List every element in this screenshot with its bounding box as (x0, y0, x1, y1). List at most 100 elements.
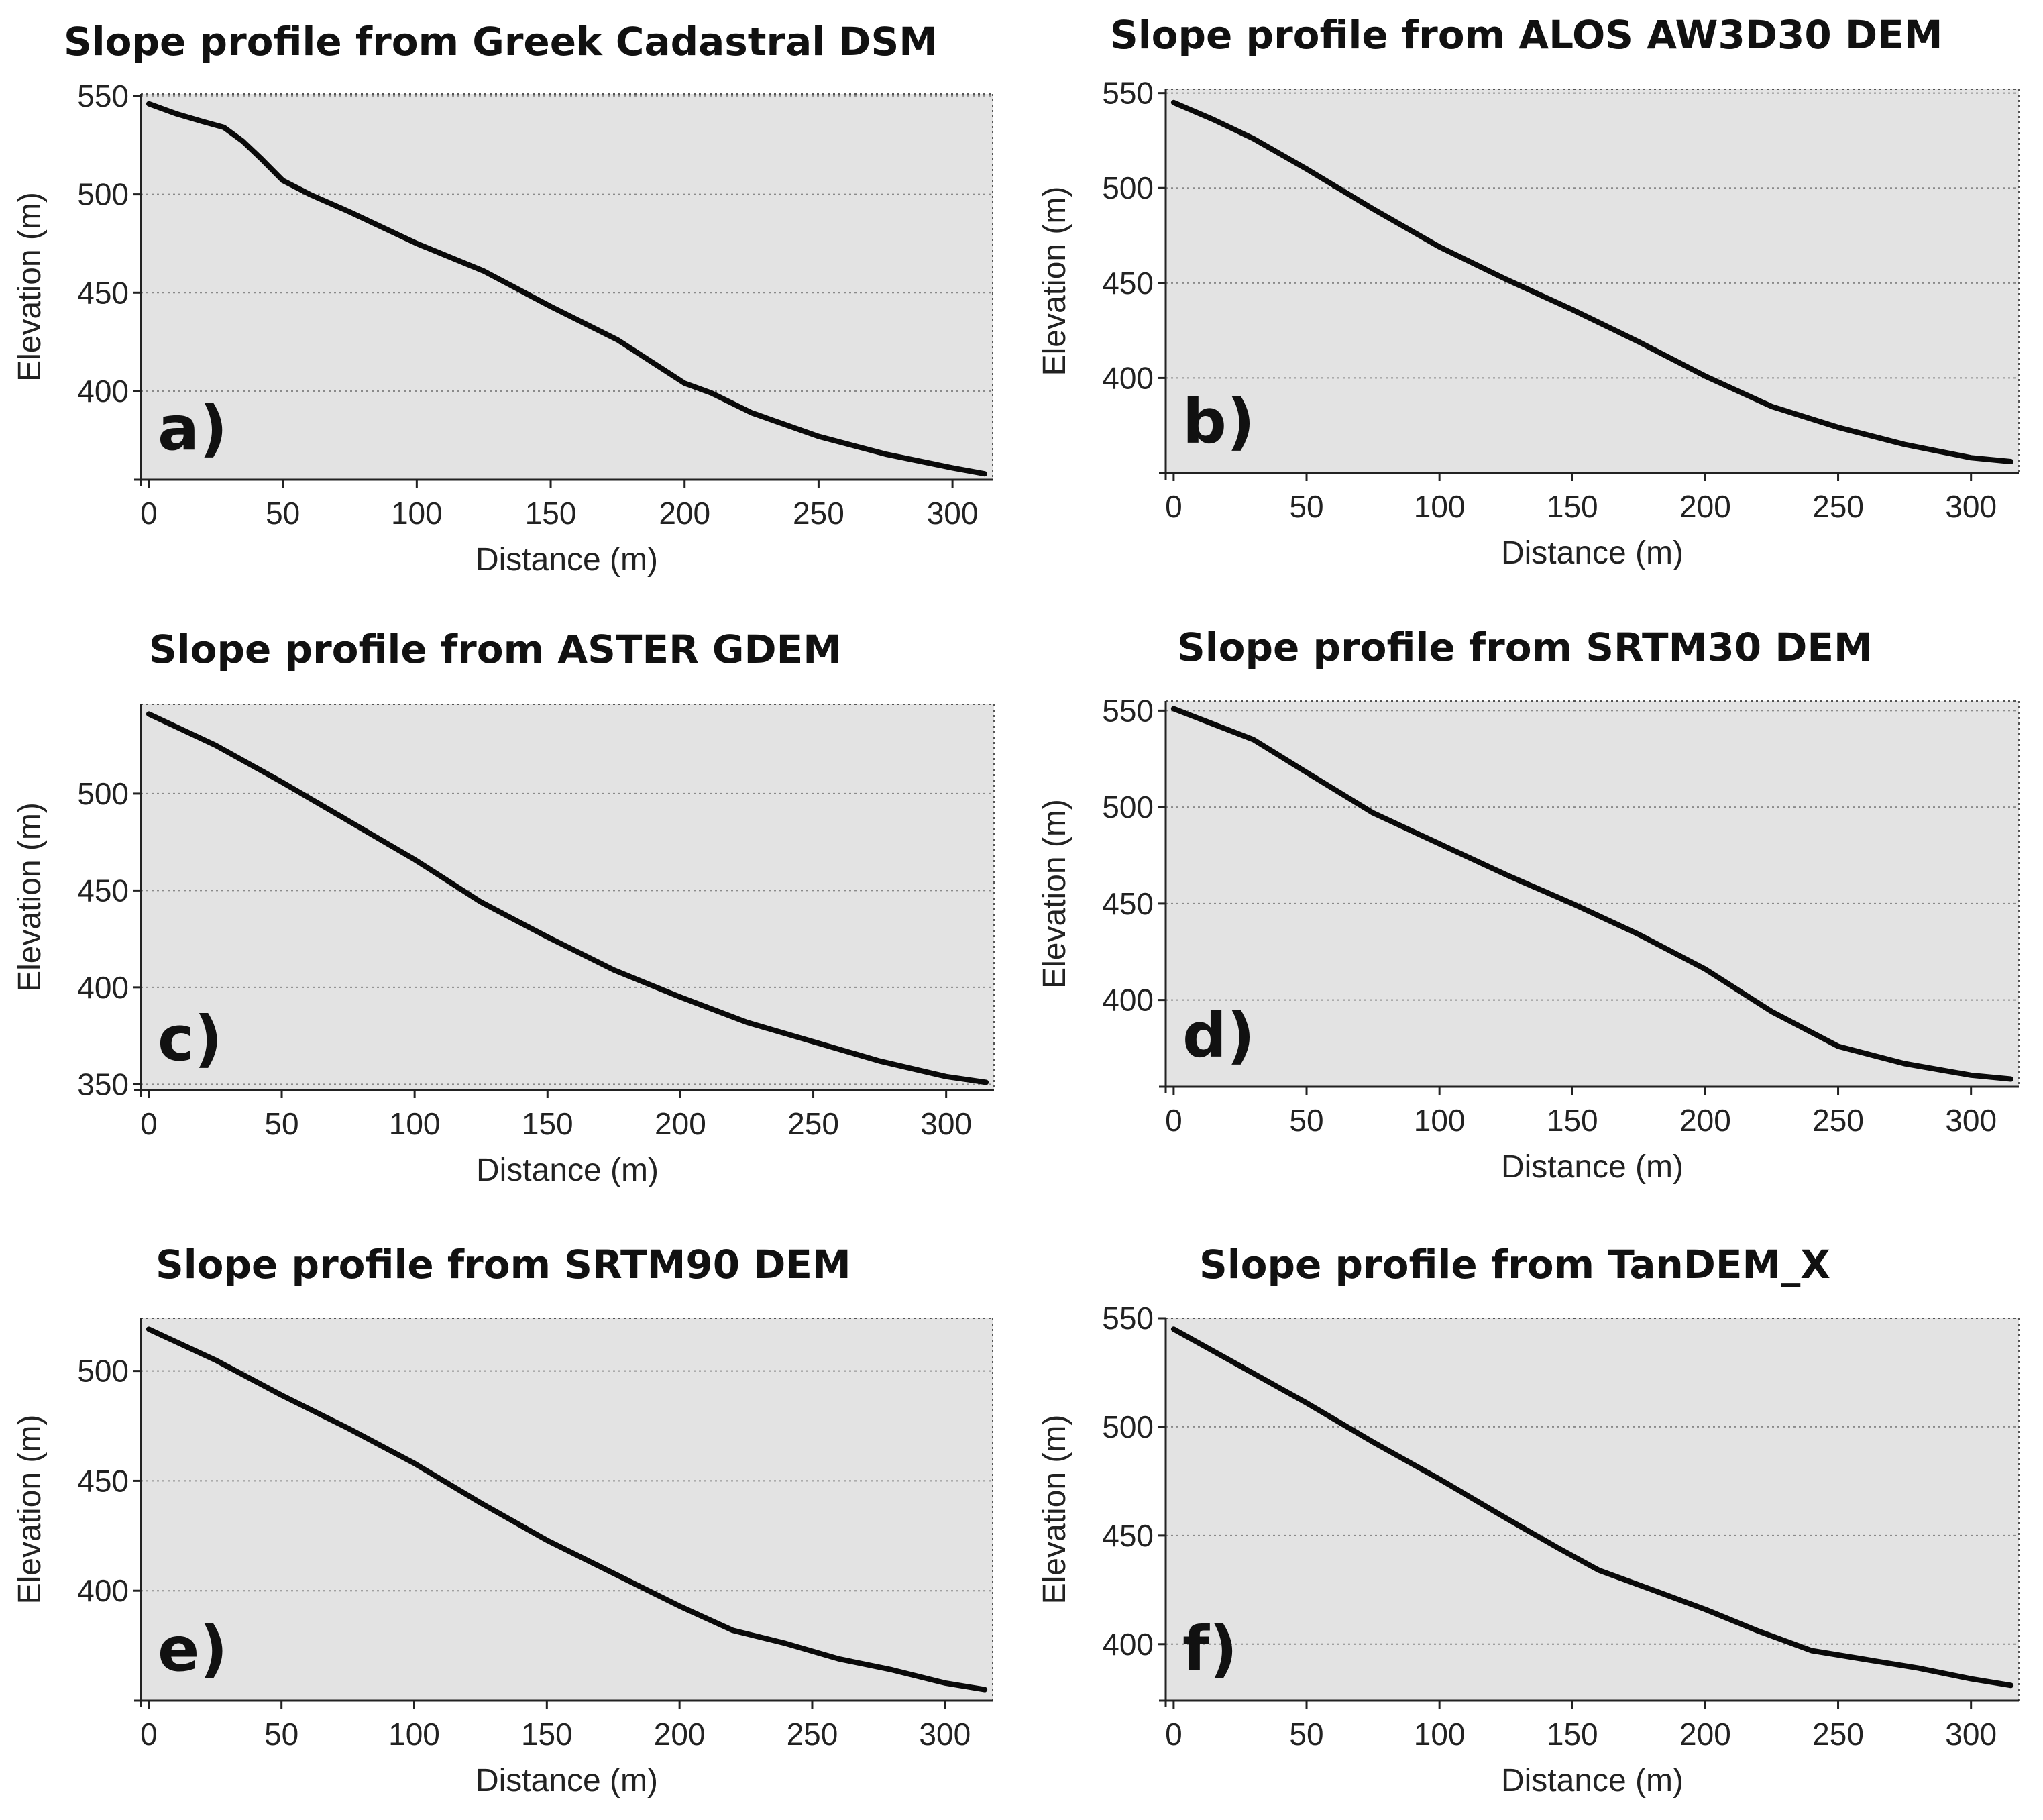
y-tick-label: 450 (77, 1463, 129, 1498)
x-tick-label: 0 (140, 1106, 158, 1141)
y-tick-label: 450 (77, 873, 129, 908)
panel-label: e) (158, 1613, 227, 1685)
y-tick-label: 550 (77, 78, 129, 113)
y-tick-label: 500 (1102, 1409, 1154, 1444)
y-tick-label: 500 (77, 776, 129, 811)
x-tick-label: 300 (927, 496, 979, 531)
y-tick-label: 450 (1102, 1518, 1154, 1553)
x-tick-label: 250 (1812, 1103, 1864, 1138)
profile-line (146, 711, 989, 1085)
chart-title: Slope profile from Greek Cadastral DSM (64, 19, 938, 64)
y-axis-label: Elevation (m) (12, 192, 48, 382)
x-tick-label: 0 (1165, 1717, 1182, 1752)
x-tick-label: 300 (1945, 1103, 1997, 1138)
y-tick-label: 400 (1102, 983, 1154, 1018)
x-tick-label: 0 (1165, 1103, 1182, 1138)
x-tick-label: 100 (1414, 1103, 1466, 1138)
x-tick-label: 150 (1547, 1103, 1598, 1138)
y-axis-label: Elevation (m) (12, 802, 48, 992)
y-tick-label: 400 (77, 970, 129, 1005)
x-tick-label: 300 (1945, 1717, 1997, 1752)
chart-title: Slope profile from ALOS AW3D30 DEM (1110, 12, 1942, 58)
panel-label: b) (1182, 386, 1255, 458)
x-tick-label: 250 (787, 1106, 839, 1141)
x-tick-label: 50 (264, 1717, 298, 1752)
plot-area (1166, 701, 2019, 1087)
panel-a: 400 450 500 550 0 50 100 150 200 250 300 Slope prof… (12, 19, 993, 578)
panel-f: 400 450 500 550 0 50 100 150 200 250 300 Slope prof… (1037, 1242, 2020, 1799)
x-tick-label: 200 (654, 1717, 706, 1752)
x-tick-label: 150 (1547, 1717, 1598, 1752)
x-tick-label: 0 (1165, 489, 1182, 524)
x-axis-label: Distance (m) (1501, 535, 1683, 571)
y-tick-label: 350 (77, 1067, 129, 1102)
plot-area (141, 94, 993, 480)
panel-label: a) (158, 392, 227, 464)
x-tick-label: 250 (1812, 489, 1864, 524)
x-tick-label: 300 (1945, 489, 1997, 524)
profile-line (1170, 1326, 2014, 1689)
y-tick-label: 550 (1102, 76, 1154, 111)
panel-e: 400 450 500 0 50 100 150 200 250 300 Slope profile… (12, 1242, 993, 1799)
plot-area (141, 704, 994, 1090)
x-tick-label: 100 (389, 1106, 441, 1141)
x-tick-label: 150 (1547, 489, 1598, 524)
profile-line (146, 1326, 988, 1693)
y-axis-label: Elevation (m) (12, 1415, 48, 1605)
x-tick-label: 100 (1414, 489, 1466, 524)
x-tick-label: 0 (140, 496, 158, 531)
x-tick-label: 250 (793, 496, 844, 531)
plot-area (1166, 89, 2019, 473)
x-tick-label: 150 (525, 496, 577, 531)
x-tick-label: 100 (391, 496, 443, 531)
chart-title: Slope profile from SRTM90 DEM (156, 1242, 851, 1287)
x-axis-label: Distance (m) (1501, 1149, 1683, 1185)
x-axis-label: Distance (m) (476, 542, 658, 578)
y-tick-label: 400 (77, 1573, 129, 1608)
chart-title: Slope profile from ASTER GDEM (149, 627, 842, 672)
x-tick-label: 200 (1679, 489, 1731, 524)
panel-label: f) (1182, 1613, 1237, 1685)
x-tick-label: 50 (1289, 489, 1323, 524)
y-tick-label: 400 (1102, 360, 1154, 395)
y-axis-label: Elevation (m) (1037, 1415, 1072, 1605)
profile-line (1170, 99, 2014, 464)
x-tick-label: 50 (266, 496, 300, 531)
y-tick-label: 450 (1102, 266, 1154, 301)
panel-d: 400 450 500 550 0 50 100 150 200 250 300 Slope prof… (1037, 625, 2020, 1185)
plot-area (141, 1318, 993, 1701)
x-tick-label: 200 (1679, 1717, 1731, 1752)
x-tick-label: 50 (264, 1106, 298, 1141)
y-tick-label: 400 (77, 374, 129, 409)
x-tick-label: 300 (920, 1106, 972, 1141)
y-tick-label: 450 (1102, 886, 1154, 921)
x-tick-label: 150 (521, 1717, 573, 1752)
x-tick-label: 50 (1289, 1717, 1323, 1752)
y-tick-label: 500 (1102, 790, 1154, 824)
y-tick-label: 400 (1102, 1627, 1154, 1662)
x-tick-label: 300 (919, 1717, 971, 1752)
x-tick-label: 150 (522, 1106, 573, 1141)
x-tick-label: 200 (655, 1106, 706, 1141)
panel-b: 400 450 500 550 0 50 100 150 200 250 300 Slope prof… (1037, 12, 2020, 571)
plot-area (1166, 1318, 2019, 1701)
x-tick-label: 250 (787, 1717, 838, 1752)
y-tick-label: 550 (1102, 1301, 1154, 1336)
y-axis-label: Elevation (m) (1037, 799, 1072, 989)
y-axis-label: Elevation (m) (1037, 186, 1072, 376)
chart-title: Slope profile from TanDEM_X (1199, 1242, 1830, 1287)
x-tick-label: 0 (140, 1717, 158, 1752)
y-tick-label: 450 (77, 275, 129, 310)
x-tick-label: 50 (1289, 1103, 1323, 1138)
y-tick-label: 500 (77, 177, 129, 212)
x-tick-label: 250 (1812, 1717, 1864, 1752)
x-tick-label: 100 (1414, 1717, 1466, 1752)
panel-label: d) (1182, 1000, 1255, 1071)
x-tick-label: 200 (1679, 1103, 1731, 1138)
y-tick-label: 500 (1102, 170, 1154, 205)
profile-line (1170, 706, 2014, 1082)
x-axis-label: Distance (m) (476, 1763, 658, 1799)
y-tick-label: 550 (1102, 693, 1154, 728)
chart-title: Slope profile from SRTM30 DEM (1177, 625, 1873, 670)
